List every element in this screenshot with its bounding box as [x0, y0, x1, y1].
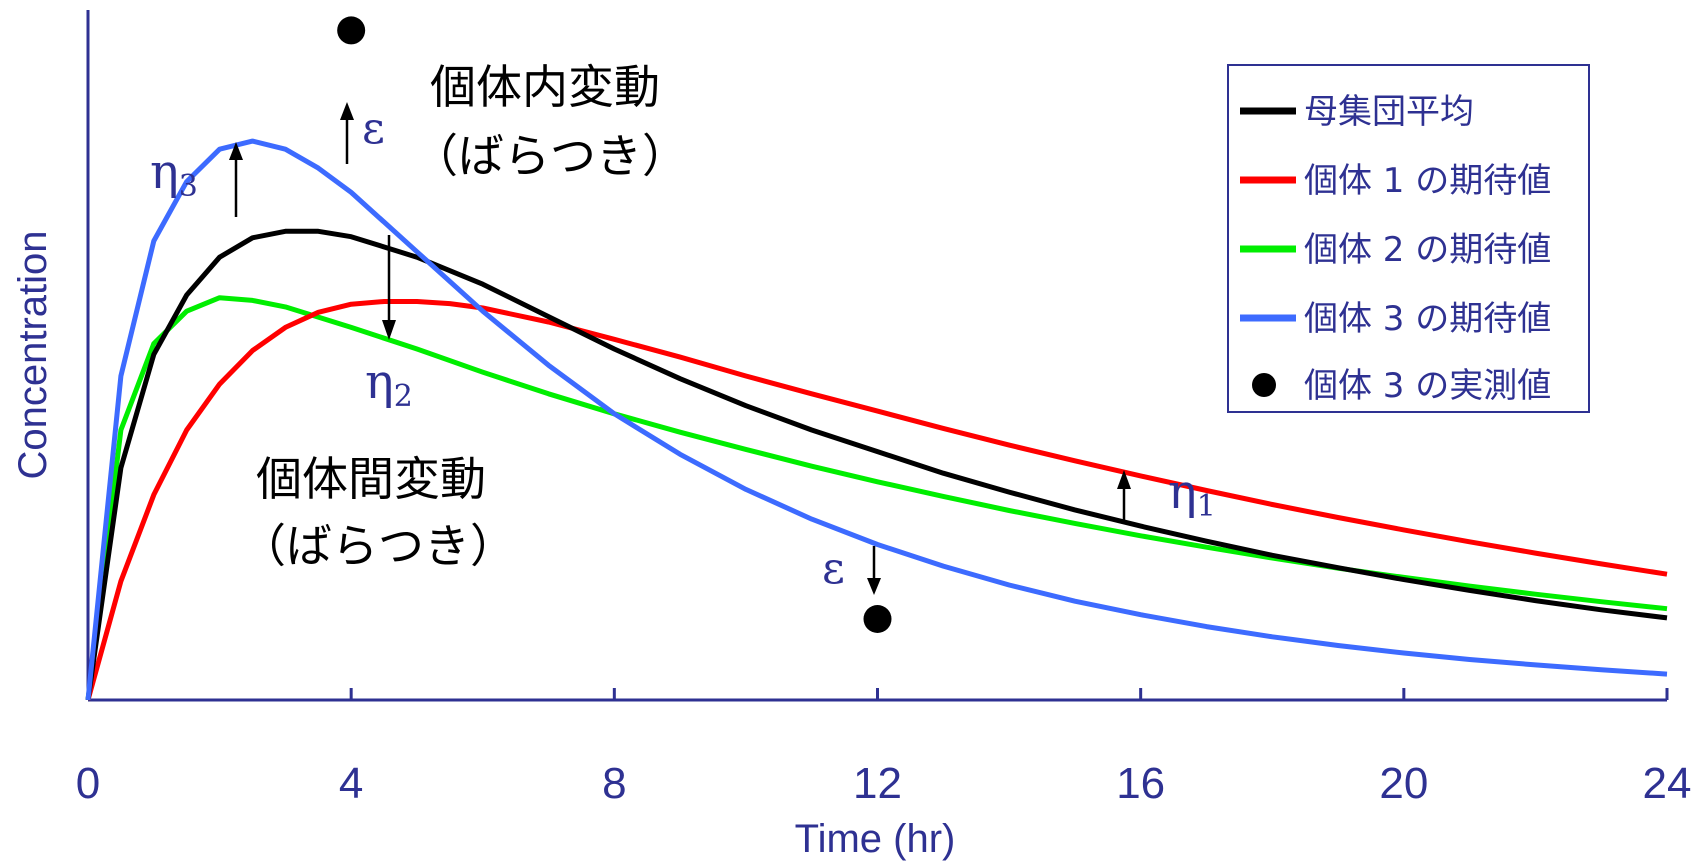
series-line-1 — [85, 299, 1668, 701]
eps-top-arrow — [340, 102, 354, 164]
eta1-arrow — [1117, 470, 1131, 524]
eta2-arrow — [382, 235, 396, 340]
observation-points — [337, 16, 892, 633]
x-tick-label-6: 24 — [1643, 759, 1692, 808]
legend-label-series-2: 個体 2 の期待値 — [1304, 230, 1551, 270]
eta1-label: η1 — [1168, 464, 1216, 524]
observation-point-1 — [863, 605, 892, 633]
inter-variability-title: 個体間変動 — [256, 452, 486, 506]
legend-label-series-3: 個体 3 の期待値 — [1304, 299, 1551, 339]
legend-label-series-1: 個体 1 の期待値 — [1304, 161, 1551, 201]
eps-bottom-label: ε — [822, 543, 845, 594]
eps-bottom-arrow — [867, 546, 881, 595]
eta3-label: η3 — [150, 144, 198, 204]
series-line-3 — [85, 138, 1668, 701]
x-tick-label-5: 20 — [1379, 759, 1428, 808]
x-axis-label: Time (hr) — [795, 817, 956, 861]
x-tick-label-3: 12 — [853, 759, 902, 808]
x-tick-label-0: 0 — [76, 759, 100, 808]
legend-label-series-0: 母集団平均 — [1304, 92, 1474, 132]
inter-variability-sub: （ばらつき） — [240, 519, 516, 573]
x-tick-label-2: 8 — [602, 759, 626, 808]
intra-variability-title: 個体内変動 — [430, 60, 660, 114]
series-lines — [85, 138, 1668, 701]
annotation-arrows — [229, 102, 1131, 595]
x-tick-label-1: 4 — [339, 759, 363, 808]
eps-top-label: ε — [362, 103, 385, 154]
legend: 母集団平均 個体 1 の期待値 個体 2 の期待値 個体 3 の期待値 個体 3… — [1227, 64, 1590, 413]
eta2-label: η2 — [365, 354, 413, 414]
intra-variability-sub: （ばらつき） — [412, 129, 688, 183]
x-tick-label-4: 16 — [1116, 759, 1165, 808]
series-line-0 — [85, 228, 1668, 701]
legend-box — [1227, 64, 1590, 413]
legend-label-observation: 個体 3 の実測値 — [1304, 366, 1551, 406]
observation-point-0 — [337, 16, 366, 45]
legend-marker-observation — [1252, 373, 1276, 397]
x-tick-labels: 0 4 8 12 16 20 24 — [76, 759, 1692, 808]
x-ticks — [86, 688, 1669, 700]
y-axis-label: Concentration — [11, 230, 55, 479]
eta3-arrow — [229, 142, 243, 217]
